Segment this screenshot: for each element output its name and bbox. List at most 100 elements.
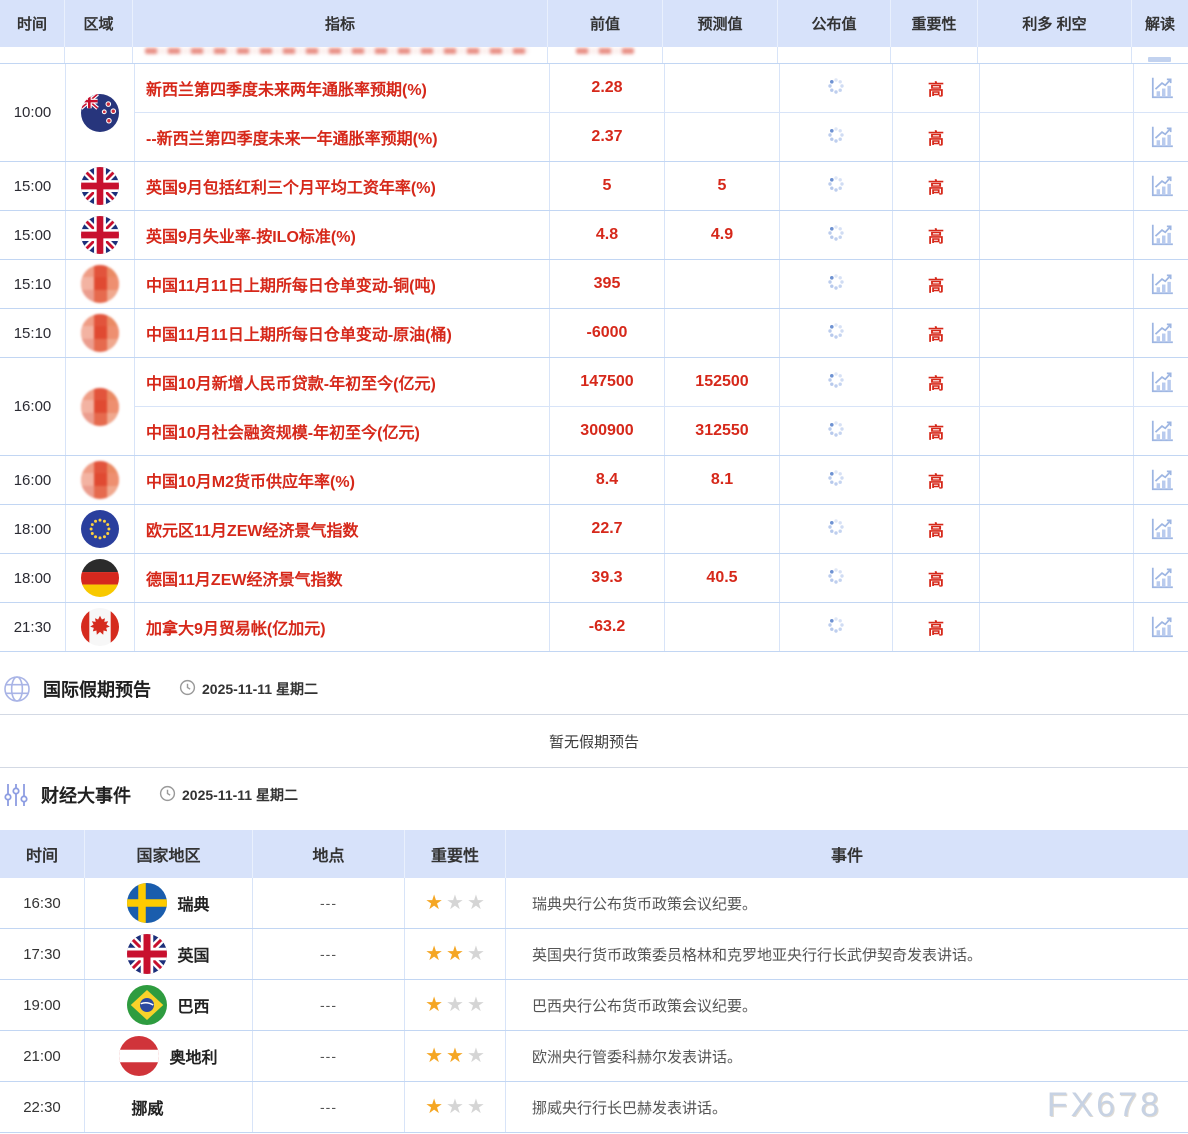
events-section-header: 财经大事件 2025-11-11 星期二 — [0, 781, 1188, 809]
event-time: 22:30 — [0, 1082, 85, 1132]
published-value-cell — [780, 456, 893, 504]
forecast-value: 312550 — [665, 407, 780, 455]
star-icon: ★ — [425, 1096, 444, 1118]
chart-icon[interactable] — [1149, 614, 1175, 640]
calendar-row-group: 21:30 加拿大9月贸易帐(亿加元) -63.2 高 — [0, 603, 1188, 652]
event-time: 15:00 — [0, 162, 66, 210]
country-name: 巴西 — [177, 999, 210, 1016]
importance-value: 高 — [893, 260, 980, 308]
calendar-row-group: 10:00 新西兰第四季度未来两年通胀率预期(%) 2.28 高 --新西兰第四季度未来… — [0, 64, 1188, 162]
bull-bear-cell — [980, 64, 1134, 112]
event-row: 21:00 奥地利 --- ★ ★ ★ 欧洲央行管委科赫尔发表讲话。 — [0, 1031, 1188, 1082]
clock-icon — [179, 679, 196, 699]
published-value-cell — [780, 554, 893, 602]
event-description: 英国央行货币政策委员格林和克罗地亚央行行长武伊契奇发表讲话。 — [532, 946, 983, 964]
star-icon: ★ — [466, 1045, 485, 1067]
region-flag-cell — [66, 162, 135, 210]
location-value: --- — [253, 878, 405, 928]
indicator-name: 欧元区11月ZEW经济景气指数 — [135, 505, 550, 553]
holiday-empty-message: 暂无假期预告 — [548, 733, 639, 751]
flag-nz-icon — [81, 93, 119, 132]
star-icon: ★ — [425, 1045, 444, 1067]
importance-value: 高 — [893, 309, 980, 357]
clipped-chart-icon — [1148, 57, 1171, 62]
calendar-column-header: 解读 — [1144, 16, 1175, 33]
location-value: --- — [253, 1082, 405, 1132]
forecast-value: 4.9 — [665, 211, 780, 259]
region-flag-cell — [66, 603, 135, 651]
events-column-header: 事件 — [830, 848, 863, 865]
country-name: 挪威 — [131, 1101, 164, 1118]
events-section-date: 2025-11-11 星期二 — [159, 785, 298, 805]
star-icon: ★ — [446, 1096, 464, 1118]
calendar-column-header: 利多 利空 — [978, 0, 1132, 47]
event-row: 22:30 挪威 --- ★ ★ ★ 挪威央行行长巴赫发表讲话。 — [0, 1082, 1188, 1133]
clipped-importance-cell — [891, 47, 978, 63]
indicator-name: 中国11月11日上期所每日仓单变动-铜(吨) — [135, 260, 550, 308]
chart-cell — [1134, 358, 1188, 406]
bull-bear-cell — [980, 358, 1134, 406]
flag-se-icon — [127, 883, 168, 923]
clipped-published-cell — [778, 47, 891, 63]
indicator-row: 中国10月社会融资规模-年初至今(亿元) 300900 312550 高 — [135, 406, 1188, 455]
indicator-row: 英国9月包括红利三个月平均工资年率(%) 5 5 高 — [135, 162, 1188, 210]
prev-value: 395 — [550, 260, 665, 308]
chart-icon[interactable] — [1149, 124, 1175, 150]
loading-spinner-icon — [826, 174, 846, 199]
event-time: 18:00 — [0, 554, 66, 602]
calendar-row-group: 18:00 德国11月ZEW经济景气指数 39.3 40.5 高 — [0, 554, 1188, 603]
sliders-icon — [2, 781, 30, 809]
chart-icon[interactable] — [1149, 418, 1175, 444]
flag-br-icon — [127, 985, 168, 1025]
chart-icon[interactable] — [1149, 369, 1175, 395]
forecast-value: 8.1 — [665, 456, 780, 504]
chart-icon[interactable] — [1149, 271, 1175, 297]
clipped-chart-cell — [1132, 47, 1188, 63]
published-value-cell — [780, 603, 893, 651]
chart-icon[interactable] — [1149, 565, 1175, 591]
bull-bear-cell — [980, 456, 1134, 504]
event-row: 16:30 瑞典 --- ★ ★ ★ 瑞典央行公布货币政策会议纪要。 — [0, 878, 1188, 929]
events-column-header: 时间 — [0, 830, 85, 878]
chart-icon[interactable] — [1149, 516, 1175, 542]
prev-value: -63.2 — [550, 603, 665, 651]
holiday-empty-box: 暂无假期预告 — [0, 714, 1188, 768]
loading-spinner-icon — [826, 615, 846, 640]
chart-cell — [1134, 64, 1188, 112]
loading-spinner-icon — [826, 125, 846, 150]
chart-icon[interactable] — [1149, 222, 1175, 248]
indicator-name: 中国10月M2货币供应年率(%) — [135, 456, 550, 504]
chart-icon[interactable] — [1149, 173, 1175, 199]
event-description: 欧洲央行管委科赫尔发表讲话。 — [532, 1048, 743, 1066]
event-time: 15:00 — [0, 211, 66, 259]
importance-value: 高 — [893, 162, 980, 210]
importance-value: 高 — [893, 64, 980, 112]
forecast-value: 152500 — [665, 358, 780, 406]
star-icon: ★ — [446, 994, 464, 1016]
chart-icon[interactable] — [1149, 467, 1175, 493]
chart-cell — [1134, 162, 1188, 210]
star-icon: ★ — [446, 943, 464, 965]
calendar-row-group: 18:00 欧元区11月ZEW经济景气指数 22.7 高 — [0, 505, 1188, 554]
importance-stars: ★ ★ ★ — [405, 1031, 506, 1081]
forecast-value — [665, 64, 780, 112]
loading-spinner-icon — [826, 566, 846, 591]
indicator-row: 中国11月11日上期所每日仓单变动-原油(桶) -6000 高 — [135, 309, 1188, 357]
loading-spinner-icon — [826, 223, 846, 248]
prev-value: 2.28 — [550, 64, 665, 112]
country-name: 英国 — [177, 948, 210, 965]
chart-icon[interactable] — [1149, 75, 1175, 101]
events-section-title: 财经大事件 — [41, 786, 131, 806]
event-time: 21:00 — [0, 1031, 85, 1081]
star-icon: ★ — [466, 994, 485, 1016]
forecast-value — [665, 309, 780, 357]
bull-bear-cell — [980, 554, 1134, 602]
indicator-row: 中国11月11日上期所每日仓单变动-铜(吨) 395 高 — [135, 260, 1188, 308]
chart-icon[interactable] — [1149, 320, 1175, 346]
flag-uk-icon — [127, 934, 168, 974]
event-time: 17:30 — [0, 929, 85, 979]
event-time: 16:00 — [0, 456, 66, 504]
importance-value: 高 — [893, 554, 980, 602]
published-value-cell — [780, 309, 893, 357]
region-flag-cell — [66, 309, 135, 357]
